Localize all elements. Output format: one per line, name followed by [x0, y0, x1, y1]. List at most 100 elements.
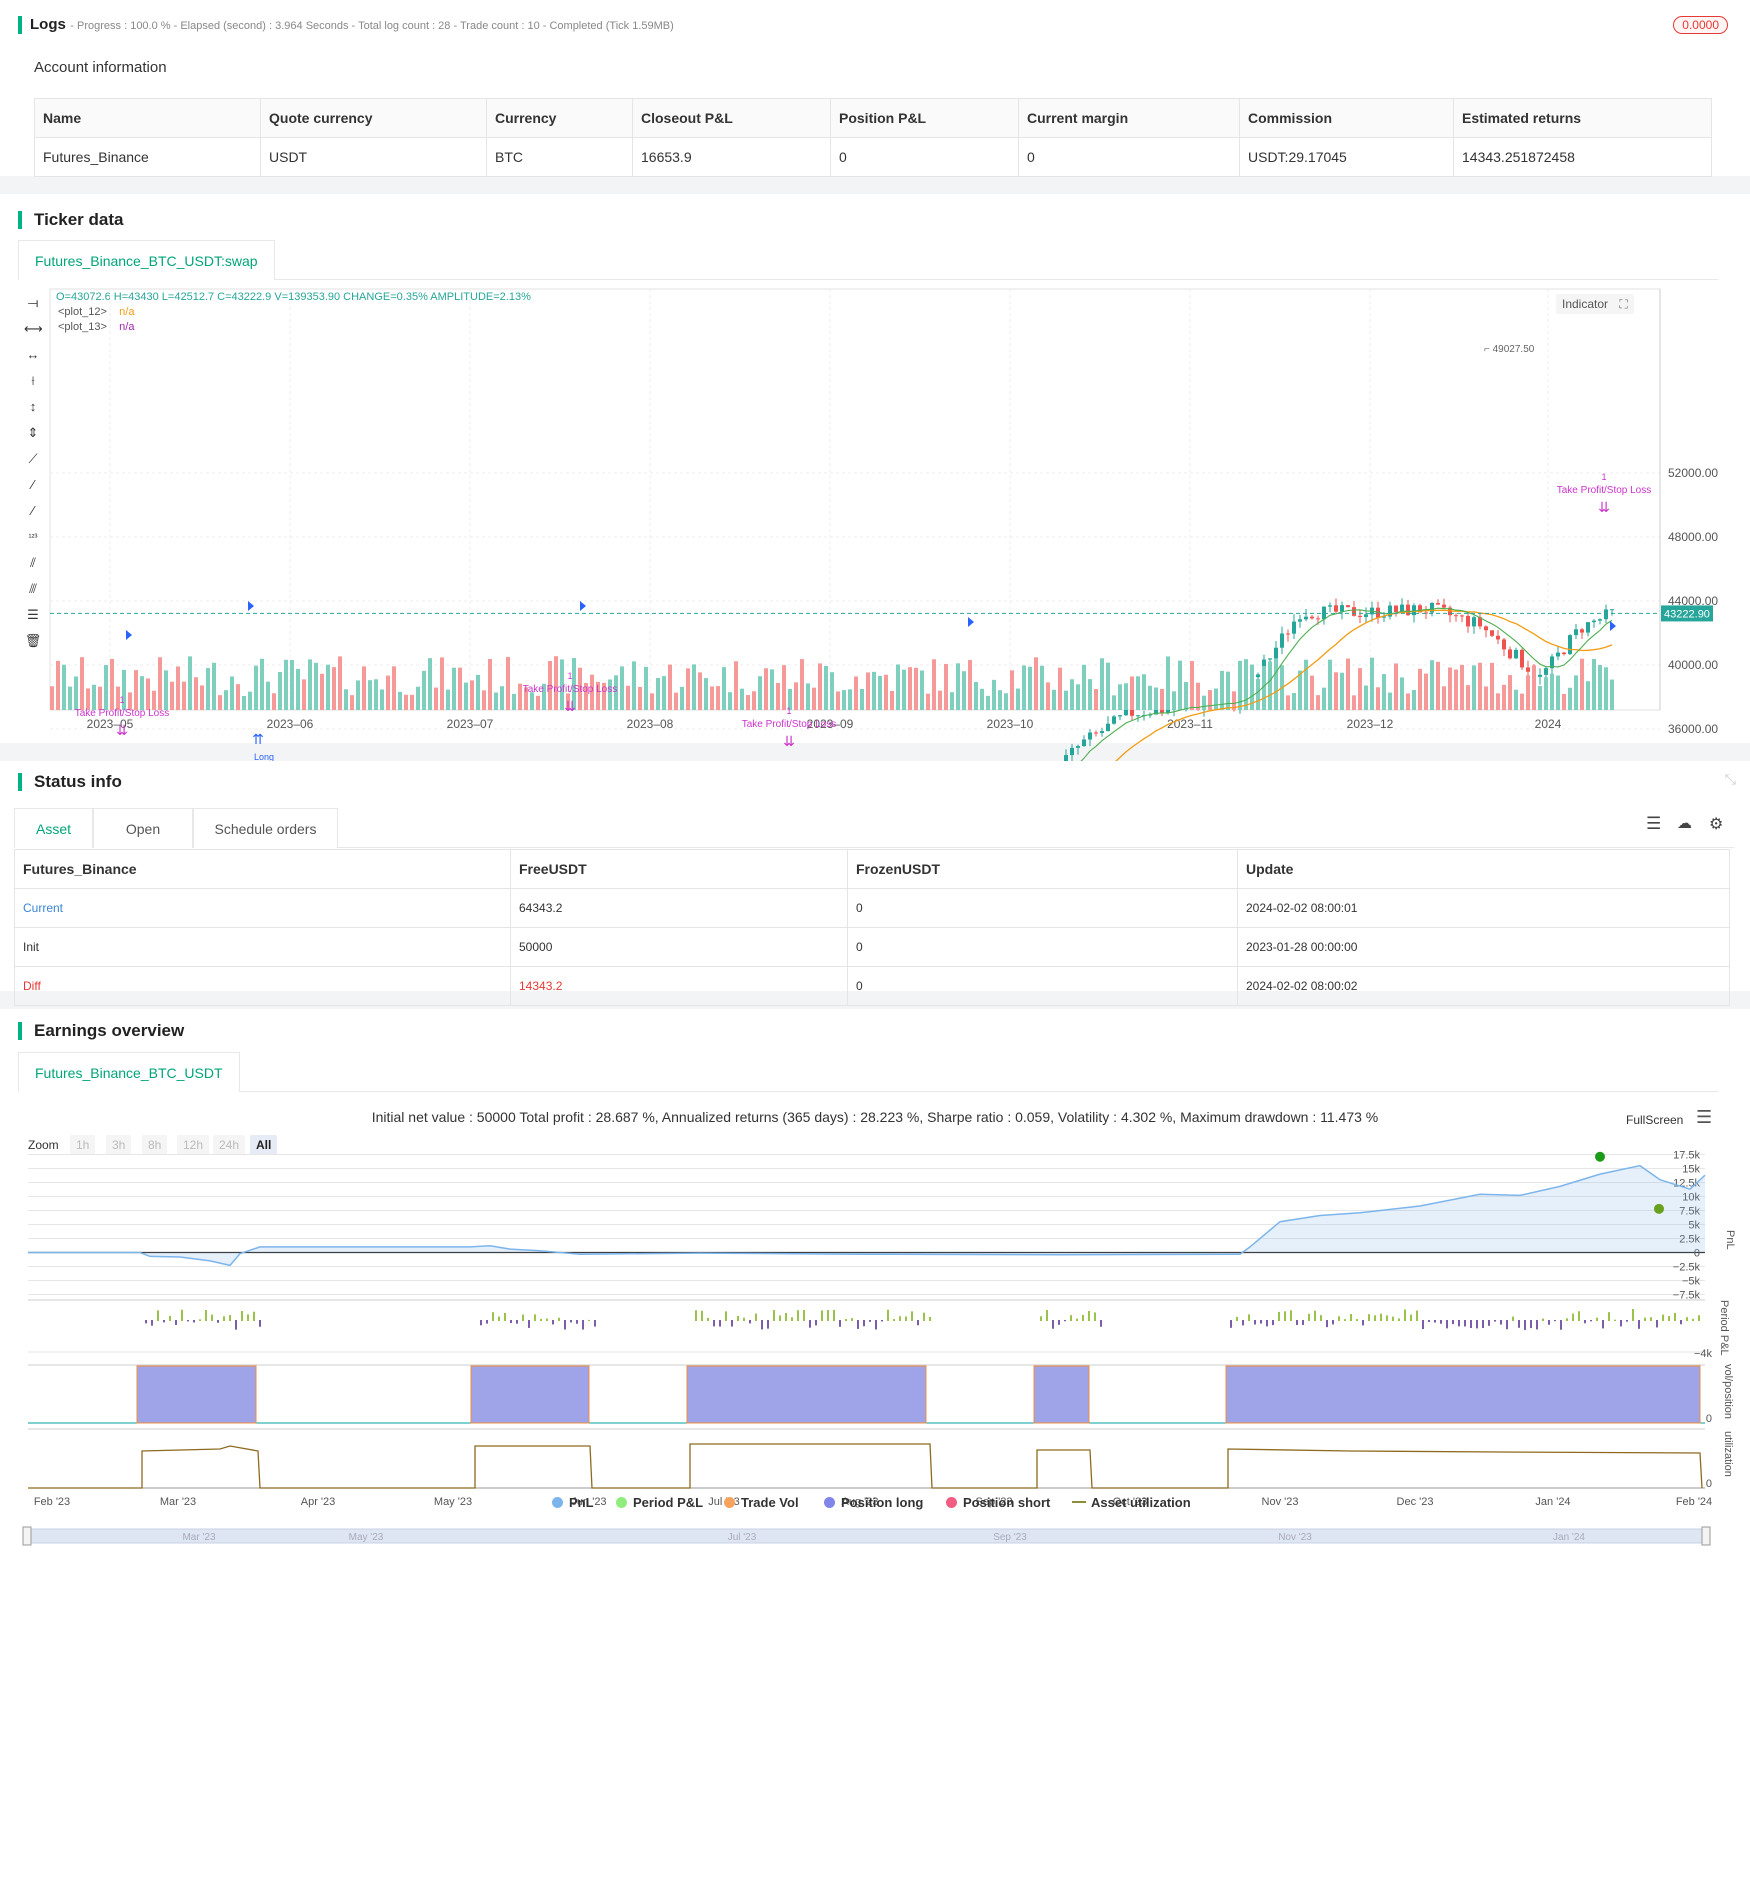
zoom-1h-button[interactable]: 1h: [70, 1135, 96, 1155]
volume-bar: [128, 692, 132, 710]
vertical-ray-icon[interactable]: ⟊: [31, 373, 35, 388]
legend-asset-utilization[interactable]: Asset utilization: [1072, 1495, 1191, 1510]
navigator-tick: Sep '23: [993, 1532, 1027, 1543]
volume-bar: [1328, 659, 1332, 710]
period-pnl-bar: [851, 1318, 853, 1321]
candle-body: [1310, 616, 1314, 619]
parallel-channel-icon[interactable]: ⫽: [30, 555, 36, 570]
period-pnl-bar: [1242, 1320, 1244, 1326]
fullscreen-button[interactable]: FullScreen: [1626, 1113, 1684, 1127]
period-pnl-bar: [1698, 1315, 1700, 1321]
vertical-line-icon[interactable]: ⇕: [27, 425, 39, 440]
volume-bar: [518, 683, 522, 710]
indicator-button[interactable]: Indicator ⛶: [1556, 294, 1634, 314]
volume-bar: [1466, 685, 1470, 710]
price-label-icon[interactable]: ¹²³: [28, 532, 38, 542]
period-pnl-bar: [187, 1320, 189, 1322]
volume-bar: [488, 659, 492, 710]
volume-bar: [1244, 659, 1248, 710]
account-title: Account information: [34, 59, 167, 76]
volume-bar: [848, 689, 852, 710]
util-axis-label: utilization: [1722, 1431, 1734, 1477]
period-pnl-bar: [707, 1317, 709, 1321]
cell-init-update: 2023-01-28 00:00:00: [1237, 927, 1730, 967]
period-pnl-bar: [827, 1310, 829, 1321]
volume-bar: [290, 660, 294, 710]
period-pnl-bar: [1046, 1310, 1048, 1321]
account-header-row: Name Quote currency Currency Closeout P&…: [34, 98, 1712, 138]
zoom-12h-button[interactable]: 12h: [177, 1135, 210, 1155]
legend-position-long[interactable]: Position long: [824, 1495, 923, 1510]
volume-bar: [590, 674, 594, 710]
horizontal-ray-icon[interactable]: ⟞: [27, 295, 39, 310]
volume-bar: [272, 693, 276, 710]
candle-body: [1160, 708, 1164, 713]
volume-bar: [398, 691, 402, 710]
y-tick-label: 44000.00: [1668, 594, 1718, 608]
legend-trade-vol[interactable]: Trade Vol: [724, 1495, 799, 1510]
trash-icon[interactable]: 🗑: [24, 633, 42, 648]
annotation-count: 1: [119, 695, 124, 705]
fib-fan-icon[interactable]: ⫻: [29, 581, 37, 596]
volume-bar: [1400, 677, 1404, 710]
menu-icon[interactable]: ☰: [1696, 1107, 1713, 1127]
tab-schedule-orders[interactable]: Schedule orders: [193, 808, 338, 848]
earnings-x-tick: Aug '23: [842, 1496, 879, 1508]
cell-current-label[interactable]: Current: [14, 888, 511, 928]
volume-bar: [746, 695, 750, 710]
volume-bar: [1220, 670, 1224, 710]
period-pnl-bar: [588, 1319, 590, 1321]
settings-gear-icon[interactable]: ⚙: [1709, 816, 1724, 833]
entry-marker: ⇈: [252, 731, 264, 747]
volume-bar: [668, 664, 672, 710]
zoom-all-button[interactable]: All: [250, 1135, 278, 1155]
period-pnl-bar: [1386, 1315, 1388, 1321]
zoom-24h-button[interactable]: 24h: [213, 1135, 246, 1155]
horizontal-line-icon[interactable]: ↔: [26, 347, 40, 362]
pnl-tick-label: −5k: [1682, 1276, 1701, 1288]
volume-bar: [410, 694, 414, 710]
volume-bar: [968, 659, 972, 710]
legend-position-short[interactable]: Position short: [946, 1495, 1050, 1510]
extended-line-icon[interactable]: ∕: [31, 503, 35, 518]
volume-bar: [512, 693, 516, 710]
plot12-value: n/a: [119, 306, 135, 318]
legend-pnl[interactable]: PnL: [552, 1495, 594, 1510]
zoom-8h-button[interactable]: 8h: [142, 1135, 168, 1155]
tab-earnings-symbol[interactable]: Futures_Binance_BTC_USDT: [18, 1052, 240, 1092]
volume-bar: [674, 692, 678, 710]
volume-bar: [1262, 665, 1266, 710]
vertical-segment-icon[interactable]: ↕: [29, 399, 37, 414]
volume-bar: [170, 681, 174, 710]
volume-bar: [950, 692, 954, 710]
logs-title: Logs: [30, 16, 66, 33]
candle-body: [1406, 604, 1410, 616]
list-view-icon[interactable]: ☰: [1646, 814, 1662, 833]
candle-body: [1556, 652, 1560, 657]
download-cloud-icon[interactable]: ☁: [1677, 815, 1692, 832]
candle-body: [1280, 633, 1284, 648]
status-collapse-icon[interactable]: ⤡: [1724, 771, 1736, 787]
volume-bar: [86, 688, 90, 710]
volume-bar: [728, 692, 732, 710]
account-table: Name Quote currency Currency Closeout P&…: [34, 98, 1712, 177]
tab-open-orders[interactable]: Open orders: [93, 808, 193, 877]
candle-body: [1352, 607, 1356, 616]
tab-ticker-symbol[interactable]: Futures_Binance_BTC_USDT:swap: [18, 240, 275, 280]
volume-bar: [1334, 672, 1338, 710]
exit-marker: ⇊: [783, 733, 795, 749]
zoom-3h-button[interactable]: 3h: [106, 1135, 132, 1155]
fib-retracement-icon[interactable]: ☰: [27, 607, 39, 622]
period-pnl-bar: [1554, 1320, 1556, 1322]
tab-asset[interactable]: Asset: [14, 808, 93, 848]
trend-line-icon[interactable]: ⟋: [28, 451, 38, 466]
legend-period-pnl[interactable]: Period P&L: [616, 1495, 703, 1510]
ray-line-icon[interactable]: ⁄: [31, 477, 35, 492]
volume-bar: [956, 663, 960, 710]
volume-bar: [230, 676, 234, 710]
period-pnl-bar: [1374, 1315, 1376, 1321]
expand-icon[interactable]: ⛶: [1619, 297, 1628, 311]
volume-bar: [422, 670, 426, 710]
horizontal-segment-icon[interactable]: ⟷: [24, 321, 43, 336]
position-long-block: [1033, 1365, 1090, 1424]
